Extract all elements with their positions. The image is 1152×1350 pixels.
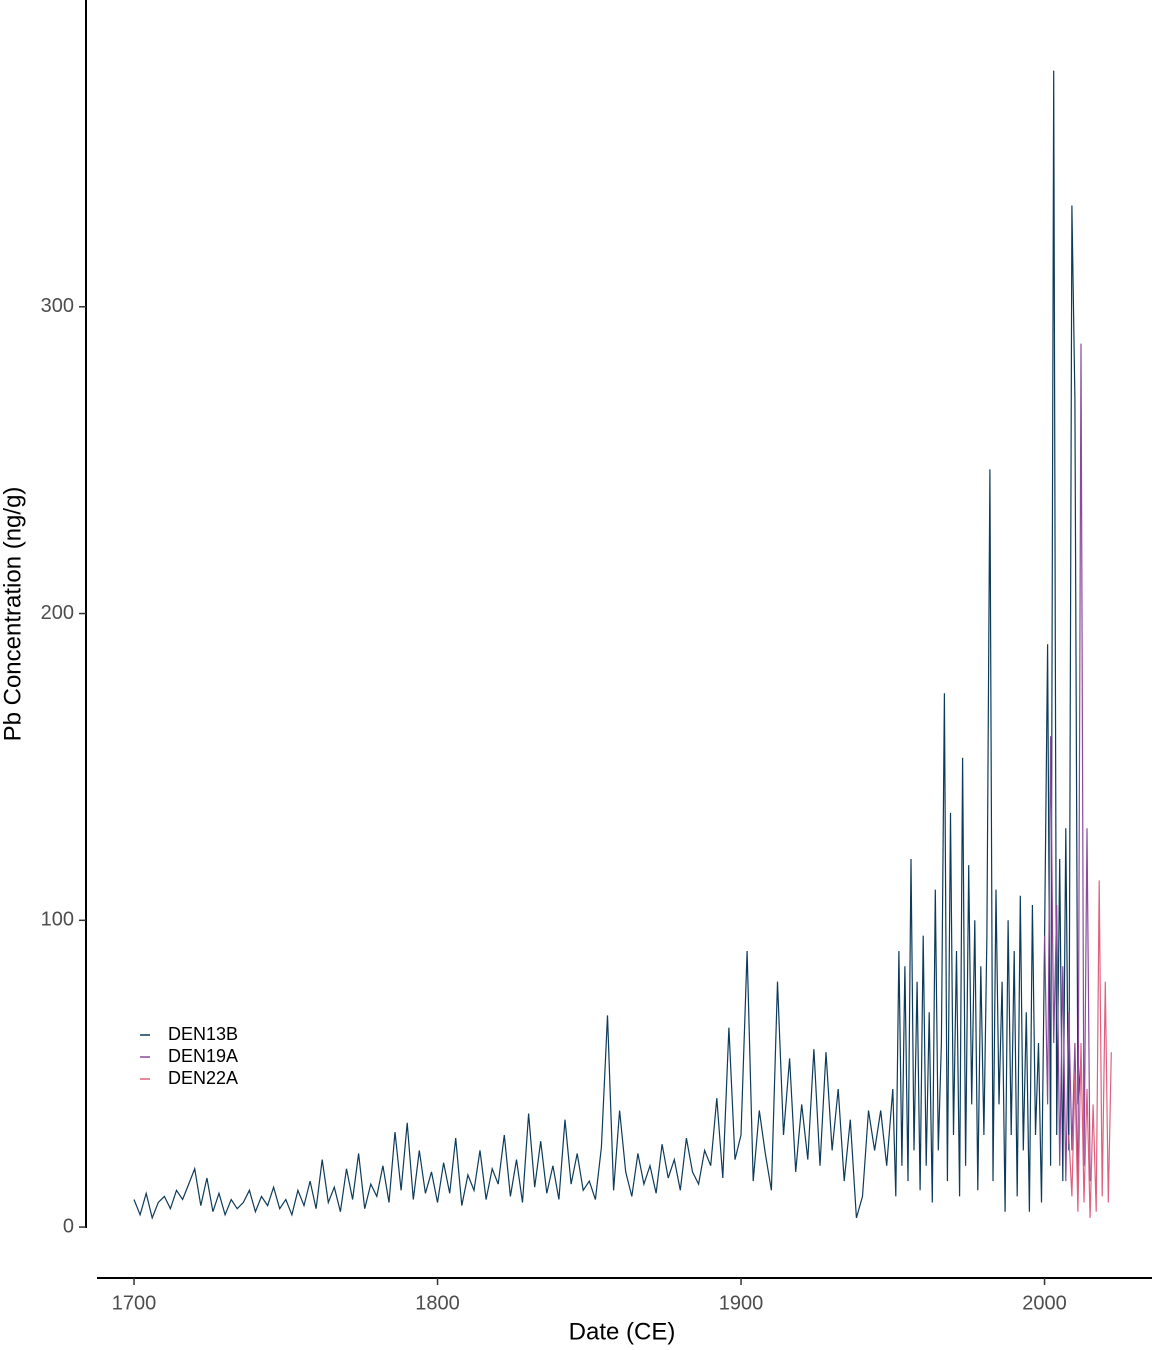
y-tick-label: 100 <box>41 909 74 931</box>
x-tick-label: 1800 <box>415 1292 460 1314</box>
y-tick-label: 0 <box>63 1215 74 1237</box>
x-tick-label: 1700 <box>112 1292 157 1314</box>
legend-label: DEN19A <box>168 1046 238 1066</box>
x-tick-label: 1900 <box>719 1292 764 1314</box>
data-line <box>133 70 1082 1220</box>
legend-label: DEN13B <box>168 1024 238 1044</box>
data-line <box>1068 880 1112 1218</box>
x-tick-label: 2000 <box>1022 1292 1067 1314</box>
y-tick-label: 300 <box>41 295 74 317</box>
y-axis-title: Pb Concentration (ng/g) <box>0 487 26 742</box>
x-axis-title: Date (CE) <box>569 1318 676 1345</box>
data-line <box>1044 343 1091 1197</box>
legend-label: DEN22A <box>168 1068 238 1088</box>
y-tick-label: 200 <box>41 602 74 624</box>
